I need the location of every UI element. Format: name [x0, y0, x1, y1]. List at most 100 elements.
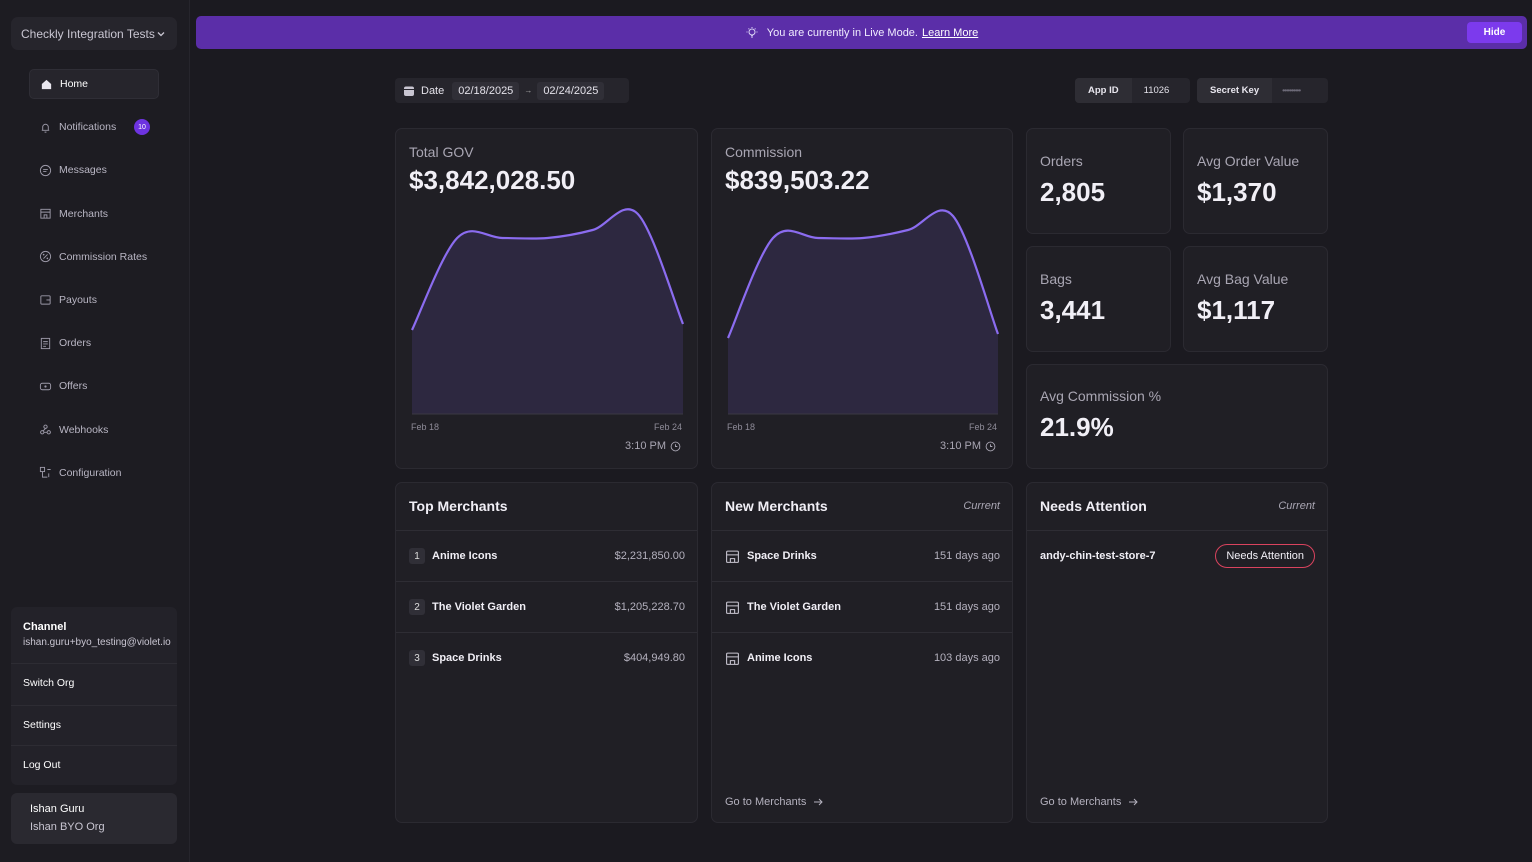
logout-button[interactable]: Log Out	[23, 759, 61, 771]
hide-banner-button[interactable]: Hide	[1467, 22, 1522, 43]
card-title: Bags	[1040, 271, 1072, 287]
sidebar: Checkly Integration Tests Home Notificat…	[0, 0, 190, 862]
clock-icon	[985, 441, 996, 451]
sidebar-item-label: Orders	[59, 337, 92, 350]
card-subtitle: Current	[1278, 500, 1315, 512]
status-badge: Needs Attention	[1215, 544, 1315, 568]
updated-time: 3:10 PM	[625, 440, 681, 452]
user-name: Ishan Guru	[30, 803, 85, 815]
app-id-label: App ID	[1075, 78, 1132, 103]
card-title: New Merchants	[725, 498, 828, 514]
x-tick-label: Feb 18	[727, 422, 756, 432]
date-label: Date	[421, 84, 445, 97]
commission-area-chart	[726, 209, 1000, 415]
banner-text: You are currently in Live Mode.	[766, 26, 918, 39]
end-date-input[interactable]: 02/24/2025	[537, 81, 605, 100]
percent-icon	[39, 250, 52, 263]
org-selector-label: Checkly Integration Tests	[21, 26, 155, 41]
store-icon	[725, 549, 740, 564]
list-item[interactable]: 3 Space Drinks $404,949.80	[409, 648, 685, 668]
list-item[interactable]: andy-chin-test-store-7 Needs Attention	[1040, 544, 1315, 568]
total-gov-card: Total GOV $3,842,028.50 Feb 18 Feb 24 3:…	[395, 128, 698, 469]
link-label: Go to Merchants	[725, 796, 807, 808]
merchant-name: andy-chin-test-store-7	[1040, 550, 1156, 562]
card-title: Top Merchants	[409, 498, 508, 514]
merchant-joined: 103 days ago	[933, 652, 1000, 664]
time-text: 3:10 PM	[940, 440, 981, 452]
channel-email: ishan.guru+byo_testing@violet.io	[23, 637, 171, 648]
sidebar-item-orders[interactable]: Orders	[29, 328, 159, 358]
card-value: $839,503.22	[725, 165, 870, 195]
divider	[712, 530, 1012, 531]
merchant-value: $1,205,228.70	[614, 601, 685, 613]
link-label: Go to Merchants	[1040, 796, 1122, 808]
divider	[11, 705, 177, 706]
list-item[interactable]: Anime Icons 103 days ago	[725, 648, 1000, 668]
live-mode-banner: You are currently in Live Mode. Learn Mo…	[196, 16, 1527, 49]
merchant-name: Space Drinks	[432, 652, 502, 664]
list-item[interactable]: The Violet Garden 151 days ago	[725, 597, 1000, 617]
chart-series-line	[726, 209, 1000, 339]
updated-time: 3:10 PM	[940, 440, 996, 452]
list-item[interactable]: 1 Anime Icons $2,231,850.00	[409, 546, 685, 566]
go-to-merchants-link[interactable]: Go to Merchants	[1040, 796, 1139, 808]
merchant-joined: 151 days ago	[933, 550, 1000, 562]
start-date-input[interactable]: 02/18/2025	[452, 81, 520, 100]
store-icon	[725, 600, 740, 615]
arrow-right-icon: →	[524, 86, 533, 95]
avg-commission-card: Avg Commission % 21.9%	[1026, 364, 1328, 469]
webhook-icon	[39, 423, 52, 436]
card-value: 21.9%	[1040, 412, 1114, 442]
sidebar-item-merchants[interactable]: Merchants	[29, 199, 159, 229]
sidebar-item-commission-rates[interactable]: Commission Rates	[29, 242, 159, 272]
chart-series-line	[411, 208, 685, 331]
sidebar-item-webhooks[interactable]: Webhooks	[29, 415, 159, 445]
secret-key-field[interactable]: Secret Key ••••••••••	[1197, 78, 1328, 103]
sidebar-item-label: Home	[60, 78, 89, 90]
sidebar-item-label: Notifications	[59, 121, 117, 134]
chevron-down-icon	[157, 31, 165, 36]
avg-bag-value-card: Avg Bag Value $1,117	[1183, 246, 1328, 352]
list-item[interactable]: Space Drinks 151 days ago	[725, 546, 1000, 566]
sidebar-item-label: Offers	[59, 380, 88, 393]
sidebar-item-messages[interactable]: Messages	[29, 155, 159, 185]
app-id-field[interactable]: App ID 11026	[1075, 78, 1190, 103]
go-to-merchants-link[interactable]: Go to Merchants	[725, 796, 824, 808]
receipt-icon	[39, 337, 52, 350]
card-title: Avg Order Value	[1197, 153, 1300, 169]
org-selector[interactable]: Checkly Integration Tests	[11, 17, 177, 50]
card-title: Total GOV	[409, 144, 474, 160]
card-value: $1,117	[1197, 295, 1276, 325]
sidebar-item-payouts[interactable]: Payouts	[29, 285, 159, 315]
config-icon	[39, 466, 52, 479]
sidebar-item-offers[interactable]: Offers	[29, 371, 159, 401]
needs-attention-card: Needs Attention Current andy-chin-test-s…	[1026, 482, 1328, 823]
divider	[396, 530, 697, 531]
sidebar-item-label: Configuration	[59, 466, 122, 479]
rank-badge: 1	[409, 548, 425, 564]
card-title: Avg Commission %	[1040, 388, 1162, 404]
x-tick-label: Feb 18	[411, 422, 440, 432]
sidebar-item-notifications[interactable]: Notifications 10	[29, 112, 159, 142]
clock-icon	[670, 441, 681, 451]
sidebar-item-label: Payouts	[59, 293, 97, 306]
sidebar-item-configuration[interactable]: Configuration	[29, 458, 159, 488]
commission-card: Commission $839,503.22 Feb 18 Feb 24 3:1…	[711, 128, 1013, 469]
user-profile-button[interactable]: Ishan Guru Ishan BYO Org	[11, 793, 177, 844]
avg-order-value-card: Avg Order Value $1,370	[1183, 128, 1328, 234]
app-id-value: 11026	[1143, 85, 1170, 96]
settings-button[interactable]: Settings	[23, 719, 61, 731]
card-subtitle: Current	[963, 500, 1000, 512]
list-item[interactable]: 2 The Violet Garden $1,205,228.70	[409, 597, 685, 617]
switch-org-button[interactable]: Switch Org	[23, 677, 75, 689]
sidebar-item-label: Webhooks	[59, 423, 109, 436]
learn-more-link[interactable]: Learn More	[921, 26, 979, 39]
merchant-name: The Violet Garden	[432, 601, 526, 613]
chart-area-fill	[728, 210, 998, 414]
card-title: Orders	[1040, 153, 1083, 169]
tag-icon	[39, 380, 52, 393]
time-text: 3:10 PM	[625, 440, 666, 452]
merchant-value: $404,949.80	[623, 652, 685, 664]
sidebar-item-home[interactable]: Home	[29, 69, 159, 99]
date-range-picker[interactable]: Date 02/18/2025 → 02/24/2025	[395, 78, 629, 103]
